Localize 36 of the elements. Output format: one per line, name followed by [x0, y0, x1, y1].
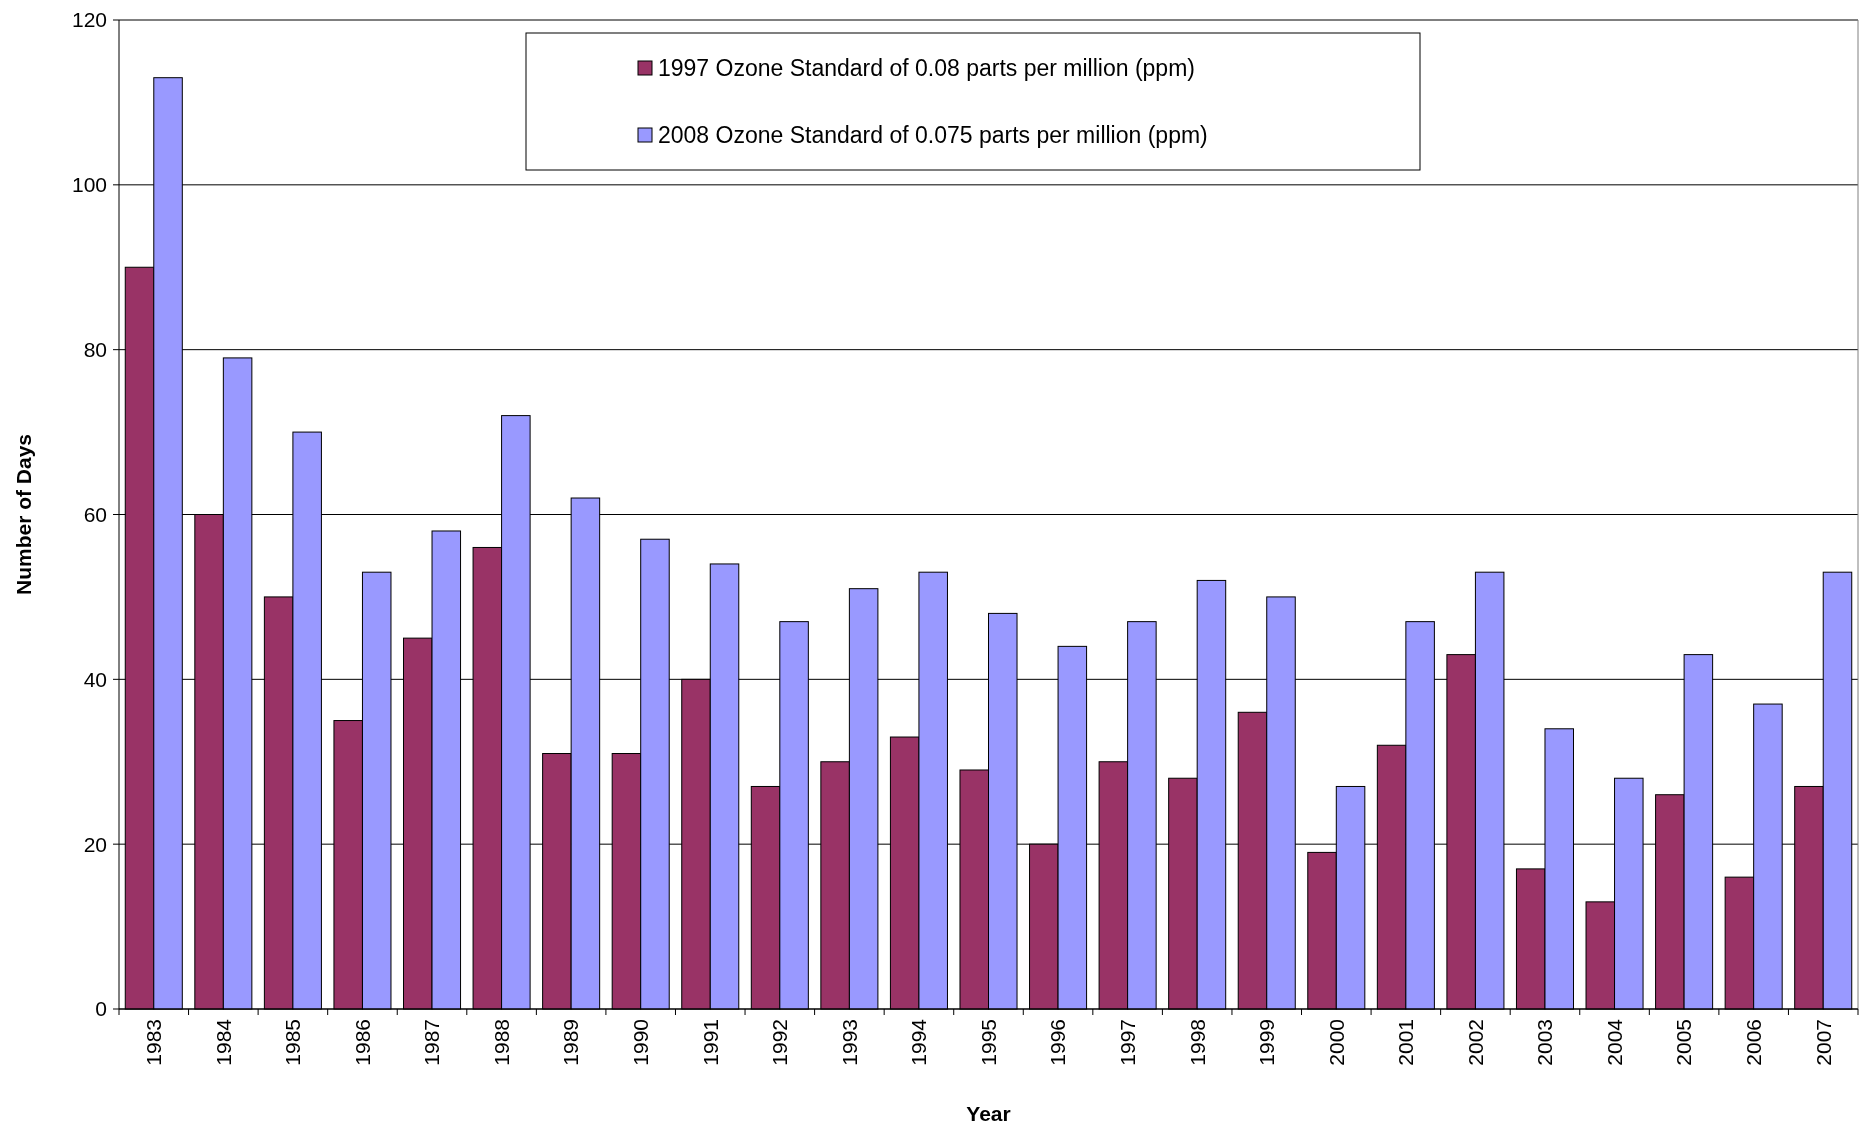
x-tick-label: 2006: [1742, 1019, 1766, 1066]
x-tick-label: 2002: [1463, 1019, 1487, 1066]
legend-label: 2008 Ozone Standard of 0.075 parts per million (ppm): [658, 122, 1208, 149]
x-tick-label: 1997: [1115, 1019, 1139, 1066]
y-tick-label: 80: [83, 338, 107, 362]
y-tick-label: 0: [95, 997, 107, 1021]
y-tick-label: 20: [83, 832, 107, 856]
x-tick-label: 2004: [1602, 1018, 1626, 1066]
y-tick-label: 60: [83, 502, 107, 526]
x-tick-label: 1993: [837, 1019, 861, 1066]
x-tick-label: 1999: [1255, 1019, 1279, 1066]
y-tick-label: 120: [71, 8, 107, 32]
x-tick-label: 1992: [768, 1019, 792, 1066]
x-tick-label: 1987: [420, 1019, 444, 1066]
x-tick-label: 1983: [142, 1019, 166, 1066]
legend-label: 1997 Ozone Standard of 0.08 parts per million (ppm): [658, 55, 1195, 82]
x-tick-label: 1991: [698, 1019, 722, 1066]
y-axis-title: Number of Days: [12, 433, 35, 596]
x-tick-label: 1984: [211, 1018, 235, 1066]
x-tick-label: 1988: [489, 1019, 513, 1066]
x-tick-label: 1994: [907, 1018, 931, 1066]
x-tick-label: 2000: [1324, 1019, 1348, 1066]
x-axis-title: Year: [966, 1102, 1011, 1125]
x-tick-label: 2001: [1394, 1019, 1418, 1066]
x-tick-label: 2007: [1811, 1019, 1835, 1066]
x-tick-label: 1998: [1185, 1019, 1209, 1066]
x-tick-label: 1995: [976, 1019, 1000, 1066]
x-tick-label: 2003: [1533, 1019, 1557, 1066]
x-tick-label: 1986: [350, 1019, 374, 1066]
y-tick-label: 100: [71, 173, 107, 197]
x-tick-label: 1989: [559, 1019, 583, 1066]
x-tick-label: 2005: [1672, 1019, 1696, 1066]
x-tick-label: 1985: [281, 1019, 305, 1066]
x-tick-label: 1996: [1046, 1019, 1070, 1066]
x-tick-label: 1990: [629, 1019, 653, 1066]
y-tick-label: 40: [83, 667, 107, 691]
